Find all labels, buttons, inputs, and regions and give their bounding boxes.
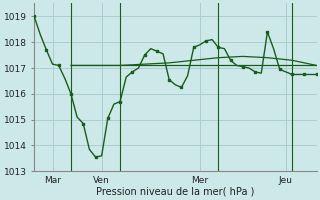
- X-axis label: Pression niveau de la mer( hPa ): Pression niveau de la mer( hPa ): [96, 187, 254, 197]
